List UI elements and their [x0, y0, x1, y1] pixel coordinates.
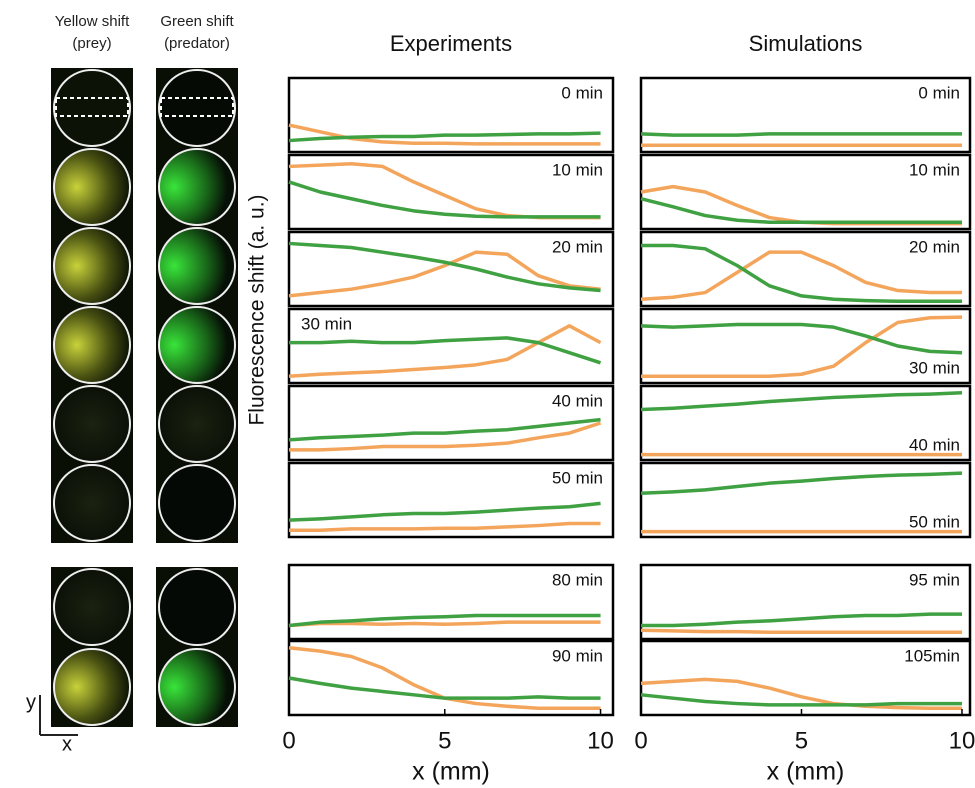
- panel-label: 30 min: [301, 314, 352, 333]
- line: [641, 134, 962, 135]
- dish: [54, 228, 130, 304]
- dish: [54, 307, 130, 383]
- axis-y-label: y: [26, 691, 36, 713]
- dish: [159, 649, 235, 725]
- dish: [54, 649, 130, 725]
- x-axis-label: x (mm): [767, 758, 845, 786]
- axis-x-label: x: [62, 733, 72, 755]
- panel-label: 80 min: [552, 570, 603, 589]
- dish: [159, 386, 235, 462]
- x-tick-label: 5: [795, 727, 808, 754]
- column-title: Simulations: [749, 31, 863, 56]
- panel-label: 30 min: [909, 358, 960, 377]
- microscopy-images: [51, 68, 238, 727]
- x-tick-label: 10: [949, 727, 975, 754]
- panel-label: 20 min: [552, 237, 603, 256]
- image-label: Green shift: [160, 13, 234, 30]
- y-axis-label: Fluorescence shift (a. u.): [246, 194, 269, 425]
- dish: [159, 569, 235, 645]
- dish: [159, 70, 235, 146]
- image-sublabel: (prey): [72, 35, 111, 52]
- line: [641, 630, 962, 632]
- panel-label: 20 min: [909, 237, 960, 256]
- panel-label: 0 min: [918, 83, 960, 102]
- panel-label: 105min: [904, 646, 960, 665]
- panel-label: 10 min: [909, 160, 960, 179]
- dish: [159, 307, 235, 383]
- panel-label: 40 min: [909, 435, 960, 454]
- panel-label: 10 min: [552, 160, 603, 179]
- panel-label: 50 min: [909, 512, 960, 531]
- dish: [54, 149, 130, 225]
- panel-label: 40 min: [552, 391, 603, 410]
- dish: [54, 70, 130, 146]
- dish: [54, 569, 130, 645]
- x-axis-label: x (mm): [412, 758, 490, 786]
- panel-label: 95 min: [909, 570, 960, 589]
- panel-label: 50 min: [552, 468, 603, 487]
- image-label: Yellow shift: [55, 13, 130, 30]
- dish: [159, 465, 235, 541]
- figure: Yellow shift (prey) Green shift (predato…: [0, 0, 975, 788]
- dish: [159, 149, 235, 225]
- dish: [54, 386, 130, 462]
- dish: [54, 465, 130, 541]
- panel-label: 0 min: [561, 83, 603, 102]
- x-tick-label: 0: [634, 727, 647, 754]
- dish: [159, 228, 235, 304]
- x-tick-label: 5: [438, 727, 451, 754]
- panel-label: 90 min: [552, 646, 603, 665]
- image-sublabel: (predator): [164, 35, 230, 52]
- column-title: Experiments: [390, 31, 512, 56]
- x-tick-label: 0: [282, 727, 295, 754]
- x-tick-label: 10: [587, 727, 614, 754]
